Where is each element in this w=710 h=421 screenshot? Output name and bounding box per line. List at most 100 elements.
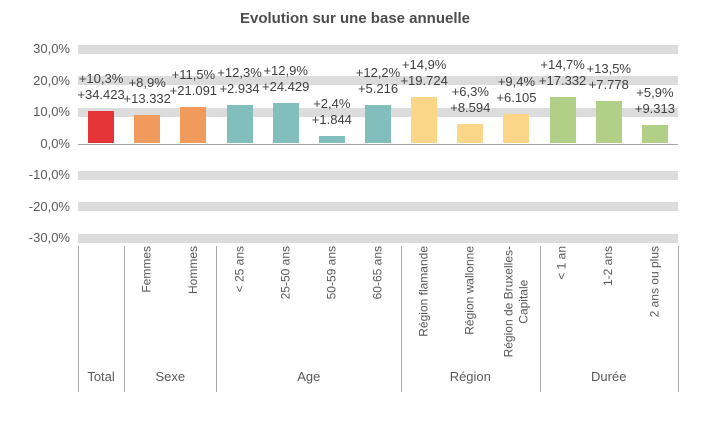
category-label-line: Région wallonne bbox=[462, 246, 477, 335]
bar-abs-label: +13.332 bbox=[123, 91, 171, 107]
bar-abs-label: +19.724 bbox=[400, 72, 448, 88]
gridline-band bbox=[78, 44, 678, 54]
bar-value-label: +12,9% +24.429 bbox=[238, 63, 334, 95]
category-label: 1-2 ans bbox=[601, 246, 616, 286]
y-axis-tick-label: -30,0% bbox=[28, 230, 70, 245]
bar-value-label: +14,9% +19.724 bbox=[376, 57, 472, 89]
bar bbox=[226, 104, 253, 144]
bar-abs-label: +7.778 bbox=[588, 76, 629, 92]
category-label-line: < 1 an bbox=[555, 246, 570, 280]
gridline-band bbox=[78, 233, 678, 243]
chart-title: Evolution sur une base annuelle bbox=[239, 10, 471, 27]
category-label-line: Femmes bbox=[139, 246, 154, 293]
bar-value-label: +5,9% +9.313 bbox=[607, 85, 703, 117]
y-axis-tick-label: 20,0% bbox=[33, 72, 70, 88]
bar-pct-label: +5,9% bbox=[636, 84, 674, 100]
bar-pct-label: +6,3% bbox=[451, 83, 489, 99]
group-label: Age bbox=[297, 369, 321, 384]
gridline-band bbox=[78, 170, 678, 180]
y-axis-tick-label: -10,0% bbox=[28, 167, 70, 182]
bar-abs-label: +24.429 bbox=[262, 78, 310, 94]
y-axis-tick-label: 30,0% bbox=[33, 41, 70, 56]
bar-abs-label: +9.313 bbox=[634, 100, 675, 116]
bar-value-label: +12,2% +5.216 bbox=[330, 65, 426, 97]
category-label: Région wallonne bbox=[463, 246, 478, 335]
bar-pct-label: +12,3% bbox=[217, 64, 262, 80]
category-label-line: Capitale bbox=[516, 279, 531, 324]
gridline-band bbox=[78, 202, 678, 211]
group-separator bbox=[401, 246, 403, 392]
group-label: Région bbox=[449, 369, 491, 384]
bar-pct-label: +10,3% bbox=[78, 71, 124, 87]
bar-abs-label: +17.332 bbox=[538, 73, 587, 89]
gridline-band bbox=[78, 76, 678, 85]
category-label: 2 ans ou plus bbox=[647, 246, 662, 317]
group-separator bbox=[539, 246, 541, 392]
y-axis-tick-label: 10,0% bbox=[33, 104, 70, 119]
bar bbox=[411, 96, 438, 144]
bar-abs-label: +8.594 bbox=[450, 99, 491, 115]
bar-abs-label: +2.934 bbox=[219, 80, 260, 96]
y-axis-tick-label: 0,0% bbox=[40, 135, 70, 151]
category-label: Hommes bbox=[186, 246, 201, 294]
category-label-line: 1-2 ans bbox=[601, 246, 616, 287]
category-label: < 25 ans bbox=[232, 246, 247, 292]
bar-abs-label: +1.844 bbox=[311, 111, 352, 127]
category-label-line: Région de Bruxelles- bbox=[501, 246, 516, 358]
x-axis-line bbox=[78, 143, 678, 145]
bar-pct-label: +13,5% bbox=[586, 60, 631, 76]
category-label-line: Région flamande bbox=[416, 246, 431, 337]
group-label: Total bbox=[87, 369, 115, 384]
category-label-line: 50-59 ans bbox=[324, 246, 339, 300]
bar-value-label: +2,4% +1.844 bbox=[284, 96, 380, 128]
bar-value-label: +6,3% +8.594 bbox=[422, 84, 518, 116]
bar-value-label: +9,4% +6.105 bbox=[468, 74, 564, 106]
bar bbox=[595, 100, 622, 144]
group-separator bbox=[78, 246, 79, 392]
y-axis-tick-label: -20,0% bbox=[28, 198, 70, 214]
bar bbox=[457, 123, 484, 144]
category-label-line: 25-50 ans bbox=[278, 246, 293, 300]
group-separator bbox=[124, 246, 126, 392]
bar bbox=[88, 111, 115, 144]
category-label-line: < 25 ans bbox=[232, 246, 247, 293]
group-separator bbox=[216, 246, 218, 392]
bar bbox=[180, 107, 207, 144]
bar bbox=[641, 124, 668, 144]
bar-value-label: +12,3% +2.934 bbox=[192, 65, 288, 97]
bar-abs-label: +21.091 bbox=[169, 83, 218, 99]
category-label: Région flamande bbox=[417, 246, 432, 337]
bar bbox=[549, 97, 576, 144]
bar-pct-label: +12,2% bbox=[355, 65, 401, 81]
bar bbox=[503, 113, 530, 144]
group-label: Durée bbox=[591, 369, 627, 384]
category-label: 50-59 ans bbox=[324, 246, 339, 299]
category-label-line: 2 ans ou plus bbox=[647, 246, 662, 318]
bar bbox=[365, 105, 391, 144]
category-label: < 1 an bbox=[555, 246, 570, 280]
category-label-line: 60-65 ans bbox=[370, 246, 385, 300]
bar-abs-label: +34.423 bbox=[77, 87, 125, 103]
bar-value-label: +8,9% +13.332 bbox=[99, 75, 195, 107]
bar bbox=[134, 115, 161, 144]
bar-pct-label: +2,4% bbox=[313, 95, 351, 111]
bar-abs-label: +5.216 bbox=[357, 81, 399, 97]
bar-pct-label: +12,9% bbox=[263, 62, 308, 78]
category-label: Femmes bbox=[140, 246, 155, 293]
category-label: 25-50 ans bbox=[278, 246, 293, 299]
group-label: Sexe bbox=[155, 369, 186, 384]
category-label-line: Hommes bbox=[185, 246, 200, 295]
bar-pct-label: +11,5% bbox=[171, 67, 216, 83]
category-label: Région de Bruxelles- Capitale bbox=[501, 246, 531, 357]
bar-value-label: +10,3% +34.423 bbox=[53, 71, 149, 103]
bar-value-label: +13,5% +7.778 bbox=[561, 61, 657, 93]
bar-pct-label: +8,9% bbox=[128, 75, 166, 91]
bar bbox=[318, 135, 345, 144]
bar-value-label: +11,5% +21.091 bbox=[145, 67, 241, 99]
bar-value-label: +14,7% +17.332 bbox=[515, 57, 611, 89]
bar-pct-label: +14,7% bbox=[540, 57, 585, 73]
group-separator bbox=[678, 246, 679, 392]
bar-pct-label: +9,4% bbox=[497, 73, 536, 89]
bar-pct-label: +14,9% bbox=[401, 56, 447, 72]
bar bbox=[272, 102, 299, 144]
